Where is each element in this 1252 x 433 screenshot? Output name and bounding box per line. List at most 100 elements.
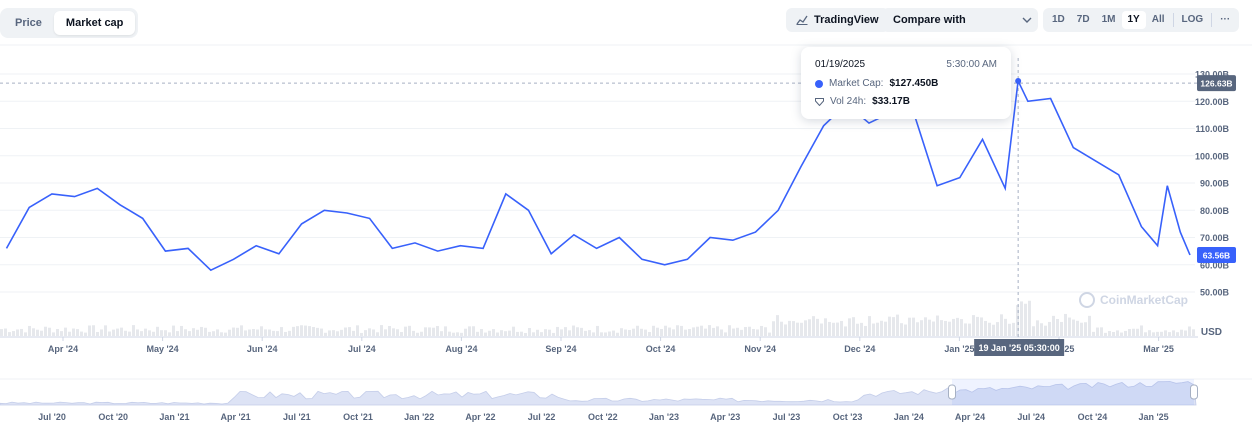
more-options-button[interactable]: ··· xyxy=(1220,14,1231,25)
volume-bar xyxy=(1080,322,1083,336)
volume-bar xyxy=(512,326,515,336)
range-1d[interactable]: 1D xyxy=(1052,14,1065,25)
navigator-right-handle[interactable] xyxy=(1190,384,1198,400)
tab-market-cap[interactable]: Market cap xyxy=(53,11,136,35)
volume-bar xyxy=(944,320,947,336)
volume-bar xyxy=(564,327,567,336)
volume-bar xyxy=(696,326,699,336)
volume-bar xyxy=(388,326,391,336)
volume-bar xyxy=(280,327,283,336)
volume-bar xyxy=(796,322,799,336)
coinmarketcap-watermark: CoinMarketCap xyxy=(1079,292,1188,308)
volume-bar xyxy=(1136,328,1139,336)
volume-bar xyxy=(516,331,519,336)
volume-bar xyxy=(128,331,131,336)
volume-bar xyxy=(120,327,123,336)
tradingview-button[interactable]: TradingView xyxy=(786,8,889,32)
price-marketcap-toggle[interactable]: Price Market cap xyxy=(0,8,139,38)
x-tick-label: Jan '25 xyxy=(944,344,974,354)
volume-shield-icon xyxy=(815,97,824,106)
volume-bar xyxy=(268,329,271,336)
volume-bar xyxy=(184,329,187,336)
volume-bar xyxy=(652,325,655,336)
volume-bar xyxy=(1168,332,1171,336)
volume-bar xyxy=(940,320,943,336)
volume-bar xyxy=(176,331,179,336)
volume-bar xyxy=(1140,325,1143,336)
volume-bar xyxy=(1184,330,1187,336)
volume-bar xyxy=(732,328,735,336)
volume-bar xyxy=(464,328,467,336)
volume-bar xyxy=(428,327,431,336)
tab-price[interactable]: Price xyxy=(15,17,42,29)
volume-bar xyxy=(960,319,963,336)
volume-bar xyxy=(452,332,455,336)
volume-bar xyxy=(1120,332,1123,336)
volume-bar xyxy=(424,327,427,336)
volume-bar xyxy=(1188,326,1191,336)
volume-bar xyxy=(1088,315,1091,336)
navigator-tick-label: Jul '23 xyxy=(773,412,801,422)
volume-bar xyxy=(404,326,407,336)
volume-bar xyxy=(1036,320,1039,336)
volume-bar xyxy=(676,325,679,336)
high-value-badge-label: 126.63B xyxy=(1200,79,1232,89)
chart-tooltip: 01/19/2025 5:30:00 AM Market Cap: $127.4… xyxy=(801,47,1011,119)
volume-bar xyxy=(924,317,927,336)
volume-bar xyxy=(692,327,695,336)
volume-bar xyxy=(628,329,631,336)
navigator-left-handle[interactable] xyxy=(948,384,956,400)
volume-bar xyxy=(488,330,491,336)
navigator-selection[interactable] xyxy=(952,379,1194,405)
navigator-tick-label: Apr '24 xyxy=(955,412,985,422)
navigator-tick-label: Jul '24 xyxy=(1017,412,1045,422)
volume-bar xyxy=(884,321,887,336)
volume-bar xyxy=(344,327,347,336)
volume-bar xyxy=(1024,303,1027,336)
volume-bar xyxy=(908,317,911,336)
volume-bar xyxy=(720,329,723,336)
volume-bar xyxy=(1092,331,1095,336)
volume-bar xyxy=(188,331,191,336)
volume-bar xyxy=(1084,322,1087,336)
volume-bar xyxy=(600,332,603,336)
volume-bar xyxy=(820,323,823,336)
range-all[interactable]: All xyxy=(1151,14,1165,25)
y-tick-label: 80.00B xyxy=(1200,206,1230,216)
volume-bar xyxy=(780,321,783,336)
compare-with-dropdown[interactable]: Compare with xyxy=(882,8,1038,32)
volume-bar xyxy=(436,326,439,336)
volume-bar xyxy=(644,329,647,336)
volume-bar xyxy=(136,329,139,336)
navigator-tick-label: Oct '21 xyxy=(343,412,373,422)
volume-bar xyxy=(480,329,483,336)
volume-bar xyxy=(744,326,747,336)
volume-bar xyxy=(1016,305,1019,336)
volume-bar xyxy=(24,332,27,336)
volume-bar xyxy=(520,331,523,336)
volume-bar xyxy=(112,329,115,336)
x-tick-label: Dec '24 xyxy=(844,344,875,354)
volume-bar xyxy=(568,330,571,336)
volume-bar xyxy=(324,332,327,336)
tooltip-volume-row: Vol 24h: $33.17B xyxy=(815,96,910,107)
volume-bar xyxy=(192,328,195,336)
volume-bar xyxy=(828,321,831,336)
volume-bar xyxy=(700,325,703,336)
volume-bar xyxy=(72,328,75,336)
range-1y[interactable]: 1Y xyxy=(1121,11,1146,29)
range-navigator[interactable]: Jul '20 Oct '20 Jan '21 Apr '21 Jul '21 Oct '… xyxy=(0,378,1252,422)
volume-bar xyxy=(32,328,35,336)
volume-bar xyxy=(256,329,259,336)
volume-bar xyxy=(476,331,479,336)
time-range-selector[interactable]: 1D 7D 1M 1Y All LOG ··· xyxy=(1043,8,1240,32)
log-scale-button[interactable]: LOG xyxy=(1181,14,1204,25)
volume-bar xyxy=(292,326,295,336)
range-1m[interactable]: 1M xyxy=(1101,14,1116,25)
navigator-tick-label: Jul '22 xyxy=(528,412,556,422)
range-7d[interactable]: 7D xyxy=(1076,14,1090,25)
chart-grid xyxy=(0,44,1252,338)
volume-bar xyxy=(528,328,531,336)
volume-bar xyxy=(152,331,155,336)
